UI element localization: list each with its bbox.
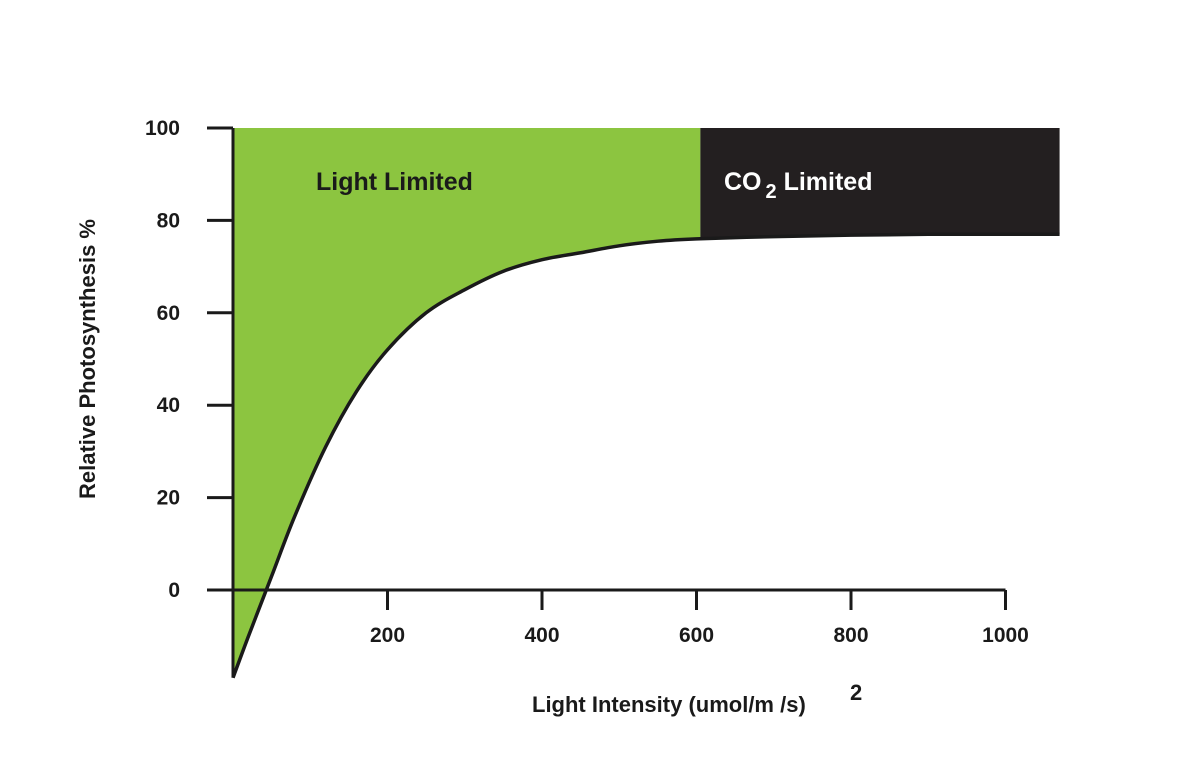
x-axis-title: Light Intensity (umol/m /s) [532, 692, 806, 717]
x-tick-label-800: 800 [833, 624, 868, 647]
y-axis-title: Relative Photosynthesis % [75, 219, 100, 499]
region-co2-limited [700, 128, 1060, 239]
x-tick-label-200: 200 [370, 624, 405, 647]
y-tick-label-100: 100 [145, 117, 180, 140]
y-tick-label-0: 0 [168, 579, 180, 602]
response-curve [231, 232, 1060, 679]
label-co2-limited: CO 2 Limited [724, 168, 872, 203]
label-light-limited: Light Limited [316, 168, 473, 196]
x-tick-label-1000: 1000 [982, 624, 1029, 647]
region-light-limited [233, 128, 701, 678]
y-tick-label-80: 80 [157, 209, 180, 232]
x-tick-label-600: 600 [679, 624, 714, 647]
x-tick-label-400: 400 [524, 624, 559, 647]
x-axis-title-superscript: 2 [850, 680, 862, 705]
y-tick-label-60: 60 [157, 302, 180, 325]
y-tick-label-40: 40 [157, 394, 180, 417]
y-tick-label-20: 20 [157, 487, 180, 510]
